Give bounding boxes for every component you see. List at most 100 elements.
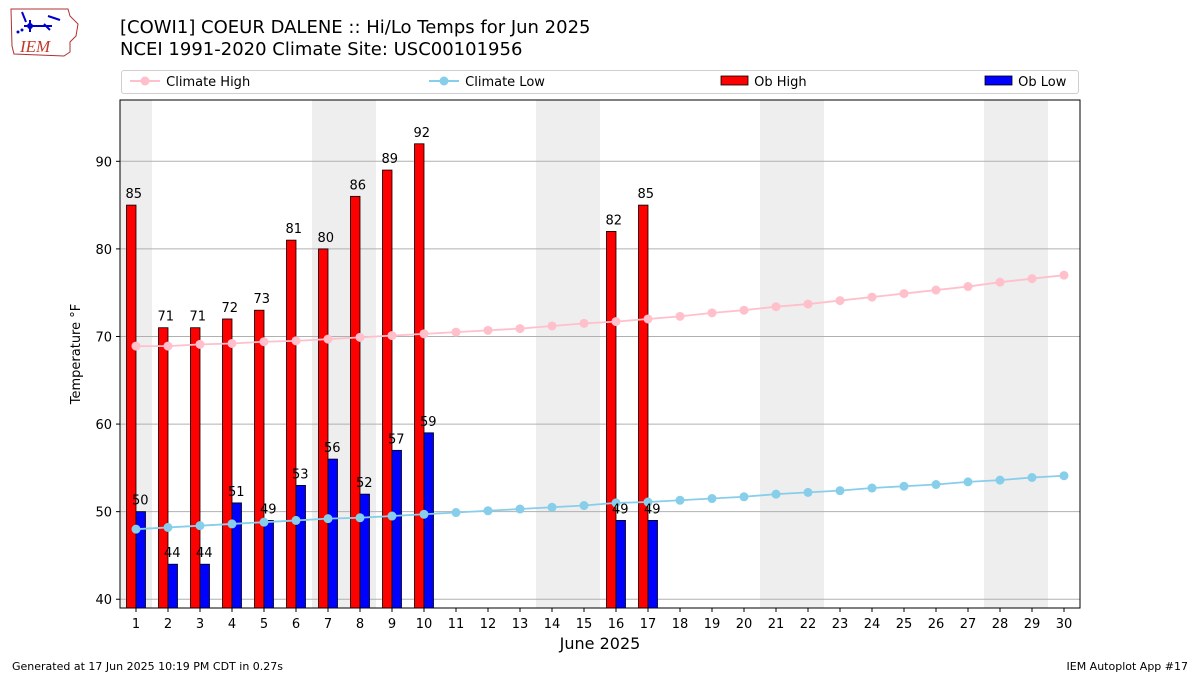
climate-low-point (323, 514, 333, 524)
legend-climate-low: Climate Low (427, 74, 545, 90)
x-tick-label: 6 (292, 617, 300, 632)
weekend-band (760, 100, 824, 608)
climate-high-line (136, 274, 1065, 348)
y-tick-label: 40 (95, 593, 112, 608)
climate-low-point (1059, 471, 1069, 481)
ob-high-bar (222, 318, 233, 609)
x-tick-label: 23 (832, 617, 849, 632)
climate-low-point (227, 519, 237, 529)
ob-low-value-label: 49 (260, 502, 277, 517)
climate-high-point (387, 331, 397, 341)
ob-high-swatch-icon (720, 75, 749, 86)
x-tick-label: 28 (992, 617, 1009, 632)
x-tick-label: 10 (416, 617, 433, 632)
x-tick-label: 21 (768, 617, 785, 632)
ob-high-bar (606, 230, 617, 609)
ob-low-bar (295, 484, 306, 609)
x-tick-label: 18 (672, 617, 689, 632)
climate-low-point (643, 497, 653, 507)
ob-high-value-label: 92 (414, 126, 431, 141)
ob-low-bar (391, 449, 402, 609)
climate-high-point (931, 285, 941, 295)
x-tick-label: 3 (196, 617, 204, 632)
ob-high-bar (158, 327, 169, 609)
x-tick-label: 22 (800, 617, 817, 632)
ob-low-value-label: 50 (132, 494, 149, 509)
climate-high-point (483, 325, 493, 335)
climate-low-point (163, 522, 173, 532)
x-tick-label: 27 (960, 617, 977, 632)
weekend-band (984, 100, 1048, 608)
climate-high-point (1027, 274, 1037, 284)
climate-low-line (135, 474, 1065, 531)
ob-low-value-label: 44 (164, 546, 181, 561)
climate-low-point (451, 508, 461, 518)
logo-text: IEM (19, 37, 51, 56)
ob-high-value-label: 82 (606, 213, 623, 228)
x-tick-label: 30 (1056, 617, 1073, 632)
ob-high-value-label: 85 (638, 187, 655, 202)
x-tick-label: 24 (864, 617, 881, 632)
x-tick-label: 12 (480, 617, 497, 632)
ob-low-value-label: 53 (292, 467, 309, 482)
climate-low-point (579, 501, 589, 511)
climate-high-point (835, 296, 845, 306)
x-tick-label: 9 (388, 617, 396, 632)
climate-high-point (515, 324, 525, 334)
ob-high-value-label: 73 (254, 292, 271, 307)
climate-low-point (675, 495, 685, 505)
climate-high-point (963, 282, 973, 292)
ob-low-value-label: 57 (388, 432, 405, 447)
y-tick-label: 70 (95, 330, 112, 345)
ob-low-bar (615, 520, 626, 609)
ob-low-bar (199, 563, 210, 609)
x-tick-label: 5 (260, 617, 268, 632)
climate-low-point (483, 506, 493, 516)
x-tick-label: 19 (704, 617, 721, 632)
climate-high-point (163, 341, 173, 351)
x-tick-label: 4 (228, 617, 236, 632)
legend-ob-high: Ob High (720, 74, 807, 90)
legend-label-climate-high: Climate High (166, 75, 251, 90)
climate-high-point (355, 332, 365, 342)
climate-low-point (803, 487, 813, 497)
climate-high-point (739, 305, 749, 315)
ob-low-value-label: 51 (228, 485, 245, 500)
ob-high-bar (254, 309, 265, 609)
climate-low-point (611, 498, 621, 508)
climate-low-line-icon (429, 76, 459, 86)
ob-high-bar (638, 204, 649, 609)
ob-high-bar (318, 248, 329, 609)
climate-high-point (803, 299, 813, 309)
x-tick-label: 1 (132, 617, 140, 632)
climate-high-point (771, 302, 781, 312)
ob-low-bar (167, 563, 178, 609)
x-tick-label: 29 (1024, 617, 1041, 632)
ob-high-bar (414, 143, 425, 609)
y-tick-label: 90 (95, 155, 112, 170)
climate-high-point (451, 327, 461, 337)
ob-high-bar (286, 239, 297, 609)
iowa-outline-shape (10, 8, 79, 57)
x-tick-label: 26 (928, 617, 945, 632)
ob-low-value-label: 49 (612, 502, 629, 517)
y-axis-label: Temperature °F (69, 304, 84, 405)
ob-high-value-label: 85 (126, 187, 143, 202)
x-tick-label: 7 (324, 617, 332, 632)
climate-low-point (355, 513, 365, 523)
climate-high-point (643, 314, 653, 324)
ob-low-bar (263, 520, 274, 609)
climate-low-point (547, 502, 557, 512)
climate-high-point (195, 339, 205, 349)
ob-low-value-label: 49 (644, 502, 661, 517)
y-tick-label: 80 (95, 243, 112, 258)
ob-high-bar (350, 195, 361, 609)
climate-high-point (995, 277, 1005, 287)
x-tick-label: 2 (164, 617, 172, 632)
climate-low-point (771, 489, 781, 499)
ob-high-value-label: 72 (222, 301, 239, 316)
ob-low-value-label: 44 (196, 546, 213, 561)
ob-low-bar (423, 432, 434, 609)
weekend-band (536, 100, 600, 608)
